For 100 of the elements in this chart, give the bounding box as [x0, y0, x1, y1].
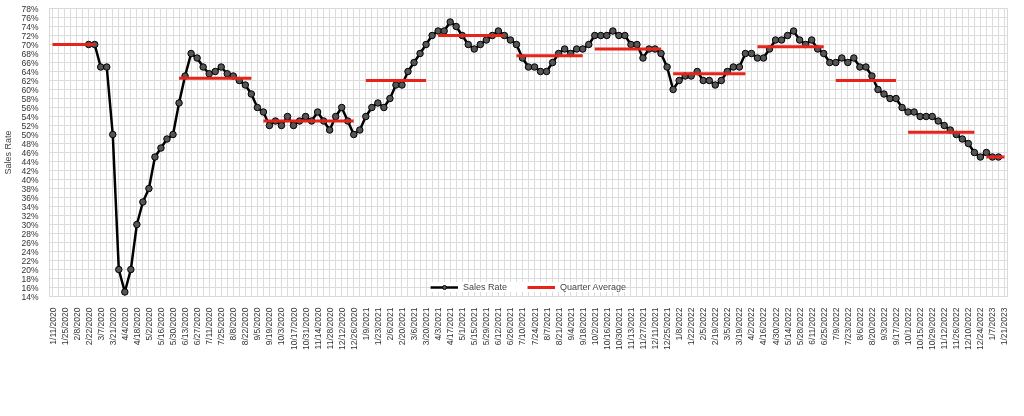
y-tick-label: 64%	[21, 66, 39, 77]
x-tick-label: 10/30/2021	[613, 307, 624, 351]
y-tick-label: 78%	[21, 3, 39, 14]
y-tick-label: 50%	[21, 129, 39, 140]
x-tick-label: 9/17/2022	[891, 307, 902, 346]
x-tick-label: 11/14/2020	[312, 307, 323, 350]
legend-label: Quarter Average	[560, 282, 626, 292]
y-tick-label: 18%	[21, 273, 39, 284]
x-tick-label: 1/8/2022	[674, 307, 685, 341]
y-tick-label: 72%	[21, 30, 39, 41]
y-tick-label: 30%	[21, 219, 39, 230]
x-tick-label: 6/25/2022	[818, 307, 829, 346]
x-tick-label: 12/26/2020	[348, 307, 359, 351]
y-tick-label: 56%	[21, 102, 39, 113]
x-tick-label: 11/26/2022	[951, 307, 962, 350]
x-tick-label: 4/18/2020	[131, 307, 142, 346]
x-tick-label: 7/23/2022	[842, 307, 853, 346]
x-tick-label: 11/13/2021	[625, 307, 636, 350]
y-tick-label: 28%	[21, 228, 39, 239]
x-tick-label: 6/13/2020	[180, 307, 191, 346]
y-tick-label: 76%	[21, 12, 39, 23]
y-tick-label: 54%	[21, 111, 39, 122]
x-tick-label: 1/11/2020	[47, 307, 58, 345]
x-tick-label: 10/16/2021	[601, 307, 612, 351]
x-tick-label: 6/12/2021	[493, 307, 504, 346]
y-tick-label: 32%	[21, 210, 39, 221]
x-tick-label: 10/3/2020	[276, 307, 287, 346]
x-tick-label: 2/8/2020	[71, 307, 82, 341]
x-tick-label: 8/22/2020	[240, 307, 251, 346]
x-tick-label: 1/21/2023	[999, 307, 1010, 346]
y-tick-label: 66%	[21, 57, 39, 68]
x-tick-label: 3/5/2022	[722, 307, 733, 341]
x-tick-label: 9/4/2021	[565, 307, 576, 341]
x-tick-label: 1/9/2021	[360, 307, 371, 341]
x-tick-label: 6/11/2022	[806, 307, 817, 345]
x-tick-label: 5/14/2022	[782, 307, 793, 346]
x-tick-label: 8/7/2021	[541, 307, 552, 341]
x-tick-label: 7/25/2020	[216, 307, 227, 346]
x-tick-label: 5/28/2022	[794, 307, 805, 346]
y-tick-label: 16%	[21, 282, 39, 293]
y-tick-label: 22%	[21, 255, 39, 266]
x-tick-label: 1/25/2020	[59, 307, 70, 346]
x-tick-label: 5/2/2020	[143, 307, 154, 341]
y-tick-label: 36%	[21, 192, 39, 203]
x-tick-label: 1/22/2022	[686, 307, 697, 346]
x-tick-label: 9/3/2022	[878, 307, 889, 341]
x-tick-label: 10/17/2020	[288, 307, 299, 351]
y-axis-title: Sales Rate	[3, 130, 14, 175]
x-tick-label: 10/31/2020	[300, 307, 311, 351]
x-tick-label: 1/23/2021	[372, 307, 383, 346]
y-tick-label: 58%	[21, 93, 39, 104]
x-tick-label: 4/4/2020	[119, 307, 130, 341]
x-tick-label: 6/27/2020	[192, 307, 203, 346]
x-tick-label: 8/6/2022	[854, 307, 865, 341]
x-tick-label: 2/6/2021	[384, 307, 395, 341]
y-tick-label: 34%	[21, 201, 39, 212]
x-tick-label: 7/24/2021	[529, 307, 540, 346]
y-tick-label: 20%	[21, 264, 39, 275]
x-tick-label: 7/11/2020	[204, 307, 215, 345]
x-tick-label: 12/25/2021	[662, 307, 673, 351]
x-tick-label: 5/1/2021	[457, 307, 468, 341]
x-tick-label: 3/7/2020	[95, 307, 106, 341]
x-tick-label: 10/1/2022	[903, 307, 914, 346]
x-tick-label: 5/30/2020	[168, 307, 179, 346]
x-tick-label: 4/3/2021	[433, 307, 444, 341]
x-tick-label: 12/10/2022	[963, 307, 974, 351]
x-tick-label: 3/6/2021	[409, 307, 420, 341]
x-tick-label: 12/24/2022	[975, 307, 986, 351]
x-tick-label: 11/28/2020	[324, 307, 335, 350]
x-tick-label: 5/15/2021	[469, 307, 480, 346]
y-tick-label: 62%	[21, 75, 39, 86]
x-tick-label: 12/11/2021	[650, 307, 661, 350]
y-tick-label: 68%	[21, 48, 39, 59]
x-tick-label: 3/19/2022	[734, 307, 745, 346]
y-tick-label: 44%	[21, 156, 39, 167]
x-tick-label: 4/30/2022	[770, 307, 781, 346]
x-tick-label: 7/10/2021	[517, 307, 528, 346]
x-tick-label: 1/7/2023	[987, 307, 998, 341]
x-tick-label: 5/16/2020	[155, 307, 166, 346]
y-tick-label: 42%	[21, 165, 39, 176]
x-tick-label: 6/26/2021	[505, 307, 516, 346]
y-tick-label: 38%	[21, 183, 39, 194]
y-tick-label: 14%	[21, 291, 39, 302]
x-tick-label: 8/21/2021	[553, 307, 564, 346]
x-tick-label: 2/19/2022	[710, 307, 721, 346]
x-tick-label: 7/9/2022	[830, 307, 841, 341]
x-tick-label: 5/29/2021	[481, 307, 492, 346]
x-tick-label: 2/5/2022	[698, 307, 709, 341]
y-tick-label: 26%	[21, 237, 39, 248]
x-tick-label: 8/8/2020	[228, 307, 239, 341]
x-tick-label: 4/16/2022	[758, 307, 769, 346]
x-tick-label: 9/18/2021	[577, 307, 588, 346]
y-tick-label: 24%	[21, 246, 39, 257]
x-tick-label: 10/2/2021	[589, 307, 600, 346]
x-tick-label: 9/19/2020	[264, 307, 275, 346]
x-tick-label: 9/5/2020	[252, 307, 263, 341]
x-tick-label: 12/12/2020	[336, 307, 347, 351]
y-tick-label: 46%	[21, 147, 39, 158]
x-tick-label: 3/21/2020	[107, 307, 118, 346]
x-tick-label: 10/29/2022	[927, 307, 938, 351]
